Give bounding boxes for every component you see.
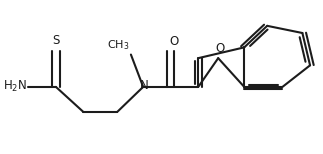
Text: N: N	[140, 79, 149, 92]
Text: H$_2$N: H$_2$N	[3, 79, 27, 94]
Text: O: O	[170, 35, 179, 48]
Text: O: O	[215, 42, 224, 55]
Text: S: S	[52, 34, 59, 47]
Text: CH$_3$: CH$_3$	[107, 38, 130, 52]
